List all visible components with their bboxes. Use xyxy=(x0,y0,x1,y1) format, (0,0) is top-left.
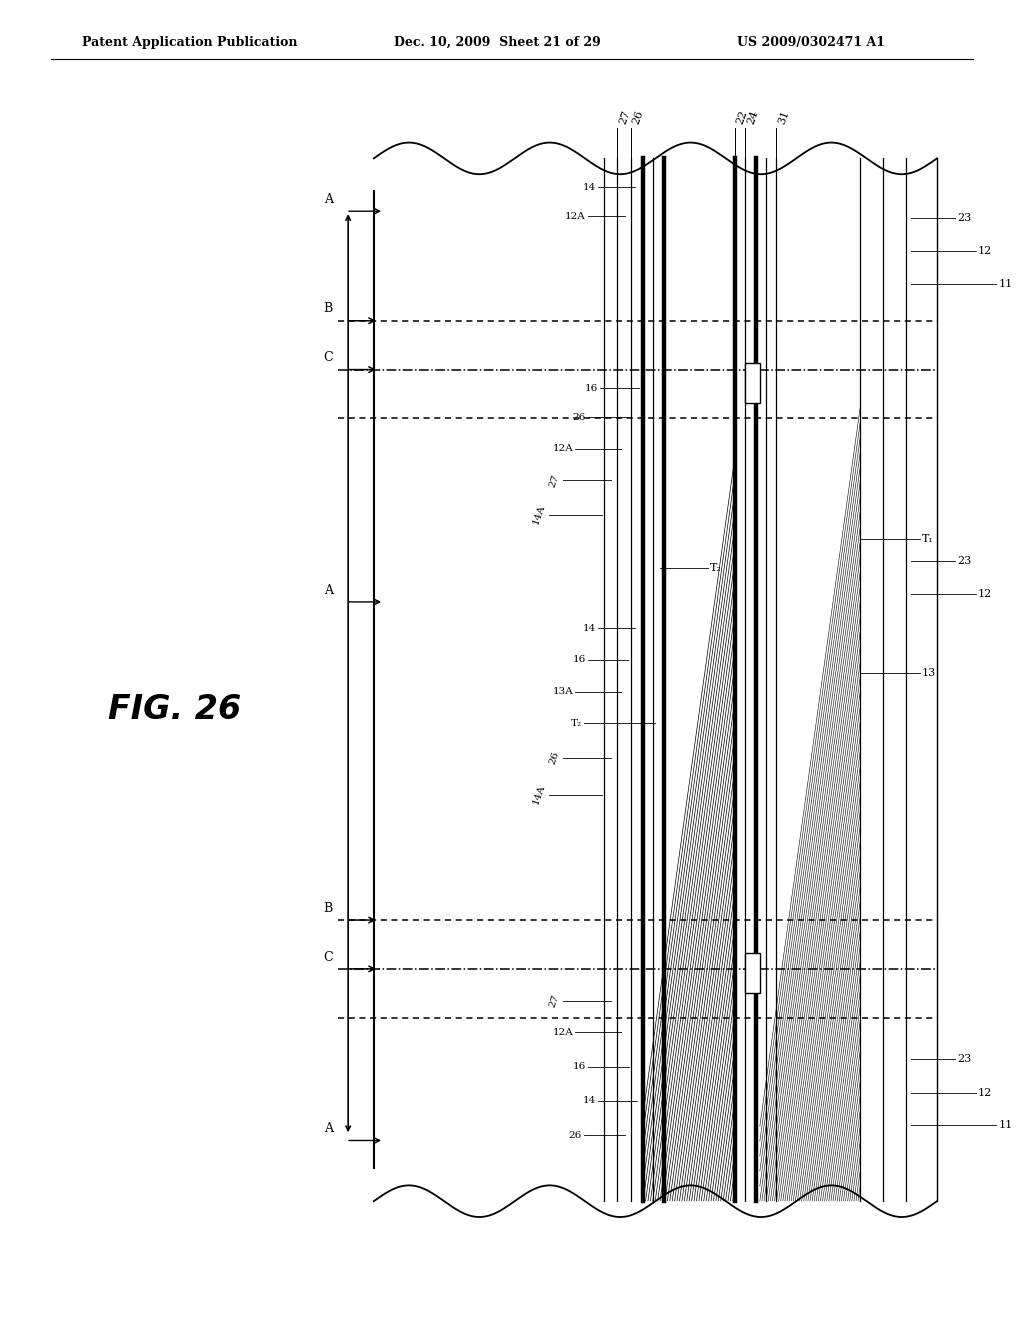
Text: 12A: 12A xyxy=(553,445,573,453)
Text: Patent Application Publication: Patent Application Publication xyxy=(82,36,297,49)
Text: 13: 13 xyxy=(922,668,936,678)
Text: T₁: T₁ xyxy=(922,533,933,544)
Text: 23: 23 xyxy=(957,213,972,223)
Text: 26: 26 xyxy=(572,413,586,421)
Text: 14: 14 xyxy=(583,183,596,191)
Text: 26: 26 xyxy=(548,750,561,766)
Text: 12A: 12A xyxy=(565,213,586,220)
Text: 26: 26 xyxy=(631,108,645,125)
Text: A: A xyxy=(324,583,333,597)
Text: 12: 12 xyxy=(978,1088,992,1098)
Text: 23: 23 xyxy=(957,556,972,566)
Text: 26: 26 xyxy=(568,1131,582,1139)
Text: B: B xyxy=(324,302,333,315)
Text: A: A xyxy=(324,1122,333,1135)
Text: 14: 14 xyxy=(583,624,596,632)
Bar xyxy=(745,363,760,403)
Text: 14: 14 xyxy=(583,1097,596,1105)
Text: 12: 12 xyxy=(978,246,992,256)
Text: FIG. 26: FIG. 26 xyxy=(108,693,241,726)
Text: 27: 27 xyxy=(617,108,632,125)
Text: 31: 31 xyxy=(776,108,791,125)
Text: C: C xyxy=(324,950,333,964)
Text: 16: 16 xyxy=(572,656,586,664)
Text: 13A: 13A xyxy=(553,688,573,696)
Text: Dec. 10, 2009  Sheet 21 of 29: Dec. 10, 2009 Sheet 21 of 29 xyxy=(394,36,601,49)
Text: 16: 16 xyxy=(585,384,598,392)
Text: T₂: T₂ xyxy=(710,562,721,573)
Bar xyxy=(745,953,760,993)
Text: A: A xyxy=(324,193,333,206)
Text: 24: 24 xyxy=(745,108,760,125)
Text: 16: 16 xyxy=(572,1063,586,1071)
Text: 12: 12 xyxy=(978,589,992,599)
Text: 22: 22 xyxy=(735,108,750,125)
Text: 12A: 12A xyxy=(553,1028,573,1036)
Text: B: B xyxy=(324,902,333,915)
Text: C: C xyxy=(324,351,333,364)
Text: 27: 27 xyxy=(548,473,561,488)
Text: 14A: 14A xyxy=(531,503,547,527)
Text: 11: 11 xyxy=(998,279,1013,289)
Text: T₂: T₂ xyxy=(570,719,582,727)
Text: 14A: 14A xyxy=(531,783,547,807)
Text: 23: 23 xyxy=(957,1053,972,1064)
Text: 11: 11 xyxy=(998,1119,1013,1130)
Text: US 2009/0302471 A1: US 2009/0302471 A1 xyxy=(737,36,886,49)
Text: 27: 27 xyxy=(548,993,561,1008)
